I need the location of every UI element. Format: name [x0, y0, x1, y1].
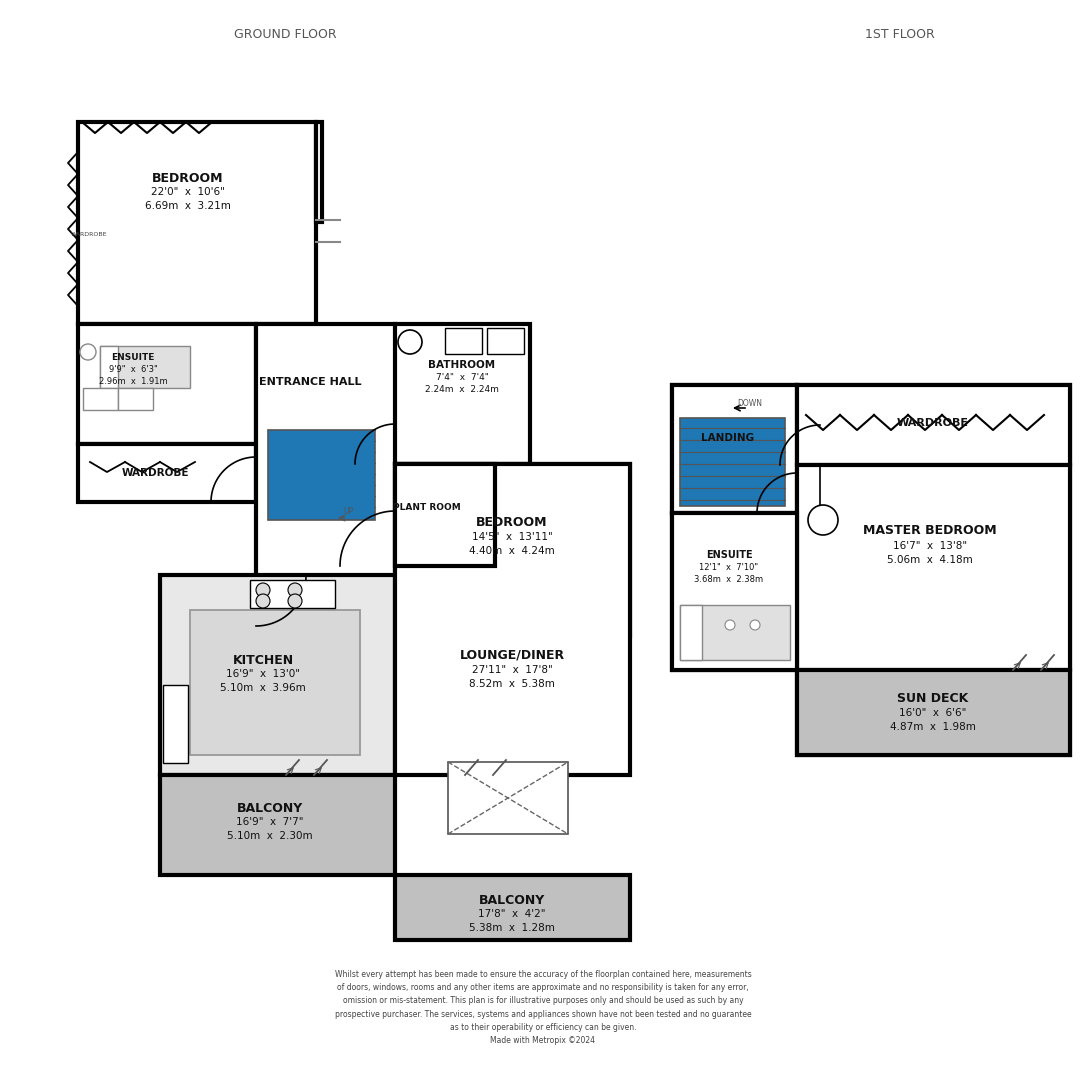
Bar — [672, 384, 797, 513]
Bar — [268, 430, 375, 519]
Text: 4.40m  x  4.24m: 4.40m x 4.24m — [469, 546, 555, 556]
Text: SUN DECK: SUN DECK — [897, 691, 969, 704]
Bar — [672, 513, 797, 670]
Text: BATHROOM: BATHROOM — [429, 360, 495, 370]
Circle shape — [80, 345, 96, 360]
Text: BALCONY: BALCONY — [479, 893, 545, 906]
Circle shape — [256, 583, 270, 597]
Circle shape — [288, 583, 302, 597]
Bar — [680, 418, 785, 507]
Circle shape — [808, 505, 838, 535]
Text: 16'7"  x  13'8": 16'7" x 13'8" — [893, 541, 967, 551]
Bar — [160, 575, 395, 775]
Text: 1ST FLOOR: 1ST FLOOR — [866, 28, 935, 41]
Text: 5.06m  x  4.18m: 5.06m x 4.18m — [887, 555, 973, 565]
Text: 8.52m  x  5.38m: 8.52m x 5.38m — [469, 679, 555, 689]
Bar — [680, 605, 702, 660]
Text: 16'9"  x  13'0": 16'9" x 13'0" — [226, 669, 300, 679]
Bar — [797, 670, 1070, 755]
Bar — [83, 388, 118, 410]
Bar — [190, 610, 359, 755]
Text: 27'11"  x  17'8": 27'11" x 17'8" — [471, 665, 553, 675]
Circle shape — [397, 330, 422, 354]
Bar — [445, 328, 482, 354]
Bar — [672, 513, 797, 670]
Bar — [395, 875, 630, 940]
Bar — [100, 346, 118, 388]
Text: DOWN: DOWN — [737, 399, 762, 407]
Bar — [316, 122, 323, 222]
Bar — [395, 464, 630, 636]
Circle shape — [288, 594, 302, 608]
Text: 2.96m  x  1.91m: 2.96m x 1.91m — [99, 378, 167, 387]
Text: 4.87m  x  1.98m: 4.87m x 1.98m — [891, 723, 976, 732]
Bar — [449, 762, 568, 834]
Text: 5.38m  x  1.28m: 5.38m x 1.28m — [469, 923, 555, 933]
Bar — [395, 464, 630, 775]
Bar — [797, 384, 1070, 755]
Bar — [160, 775, 395, 875]
Text: 5.10m  x  3.96m: 5.10m x 3.96m — [220, 683, 306, 693]
Bar — [256, 324, 396, 576]
Bar — [672, 384, 797, 513]
Text: 2.24m  x  2.24m: 2.24m x 2.24m — [425, 386, 498, 394]
Bar — [395, 464, 495, 566]
Bar — [797, 465, 1070, 670]
Circle shape — [256, 594, 270, 608]
Text: PLANT ROOM: PLANT ROOM — [393, 503, 460, 513]
Text: 12'1"  x  7'10": 12'1" x 7'10" — [699, 564, 758, 572]
Bar — [680, 605, 790, 660]
Text: BALCONY: BALCONY — [237, 801, 303, 814]
Text: 3.68m  x  2.38m: 3.68m x 2.38m — [694, 576, 763, 584]
Bar — [487, 328, 525, 354]
Text: BEDROOM: BEDROOM — [477, 515, 547, 528]
Bar — [163, 685, 188, 762]
Bar — [100, 346, 190, 388]
Bar — [250, 580, 334, 608]
Text: UP: UP — [343, 508, 353, 516]
Text: WARDROBE: WARDROBE — [897, 418, 969, 428]
Text: 16'0"  x  6'6": 16'0" x 6'6" — [899, 708, 967, 718]
Bar — [118, 388, 153, 410]
Text: ENSUITE: ENSUITE — [706, 550, 753, 561]
Text: 14'5"  x  13'11": 14'5" x 13'11" — [471, 532, 553, 542]
Circle shape — [725, 620, 735, 630]
Bar — [78, 122, 316, 324]
Text: 9'9"  x  6'3": 9'9" x 6'3" — [109, 365, 157, 375]
Text: ENSUITE: ENSUITE — [111, 352, 154, 362]
Text: WARDROBE: WARDROBE — [71, 232, 108, 238]
Text: 17'8"  x  4'2": 17'8" x 4'2" — [478, 909, 546, 919]
Text: GROUND FLOOR: GROUND FLOOR — [233, 28, 337, 41]
Text: 7'4"  x  7'4": 7'4" x 7'4" — [435, 374, 489, 382]
Bar — [797, 384, 1070, 465]
Text: LOUNGE/DINER: LOUNGE/DINER — [459, 648, 565, 661]
Circle shape — [750, 620, 760, 630]
Text: KITCHEN: KITCHEN — [232, 653, 293, 666]
Text: MASTER BEDROOM: MASTER BEDROOM — [863, 524, 997, 537]
Text: WARDROBE: WARDROBE — [122, 468, 189, 478]
Text: Whilst every attempt has been made to ensure the accuracy of the floorplan conta: Whilst every attempt has been made to en… — [334, 970, 752, 1045]
Bar — [78, 444, 256, 502]
Text: LANDING: LANDING — [702, 433, 755, 443]
Bar — [78, 324, 256, 444]
Text: 6.69m  x  3.21m: 6.69m x 3.21m — [146, 201, 231, 211]
Text: BEDROOM: BEDROOM — [152, 172, 224, 185]
Bar — [395, 324, 530, 464]
Text: ENTRANCE HALL: ENTRANCE HALL — [258, 377, 362, 387]
Text: 16'9"  x  7'7": 16'9" x 7'7" — [237, 816, 304, 827]
Text: 5.10m  x  2.30m: 5.10m x 2.30m — [227, 831, 313, 841]
Text: 22'0"  x  10'6": 22'0" x 10'6" — [151, 187, 225, 197]
